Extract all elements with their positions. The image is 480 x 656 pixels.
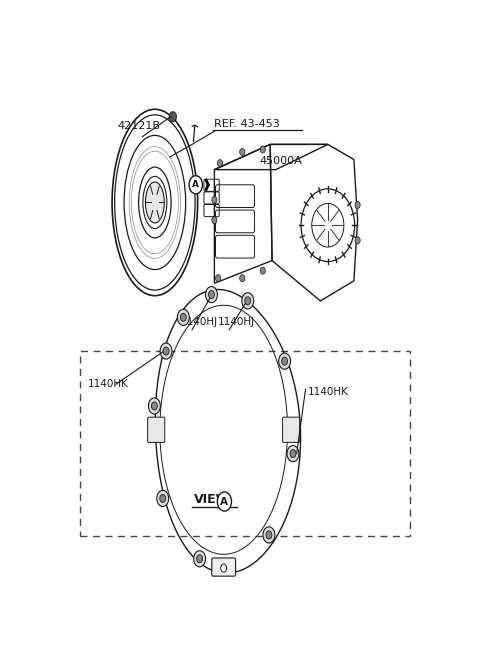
Circle shape [245,297,251,305]
Circle shape [212,196,217,203]
Circle shape [290,449,296,458]
Circle shape [169,112,177,122]
Circle shape [212,216,217,224]
Circle shape [148,398,160,414]
Circle shape [287,445,299,462]
Circle shape [355,237,360,244]
Circle shape [240,148,245,155]
Text: A: A [192,180,199,190]
Text: 1140HJ: 1140HJ [181,318,218,327]
Circle shape [240,275,245,282]
Text: 42121B: 42121B [118,121,161,131]
Circle shape [217,159,223,167]
Circle shape [163,347,169,355]
Text: A: A [220,497,228,506]
Circle shape [279,353,290,369]
Text: REF. 43-453: REF. 43-453 [215,119,280,129]
Circle shape [217,492,231,511]
Circle shape [197,555,203,563]
Circle shape [221,564,227,572]
Circle shape [266,531,272,539]
Circle shape [205,287,217,302]
Circle shape [208,291,215,298]
Circle shape [193,550,205,567]
FancyBboxPatch shape [148,417,165,442]
Circle shape [263,527,275,543]
Circle shape [282,357,288,365]
FancyBboxPatch shape [212,558,236,576]
Bar [81,352,410,536]
Circle shape [160,343,172,359]
Circle shape [189,176,203,194]
Ellipse shape [145,182,164,223]
Text: 1140HK: 1140HK [88,379,129,389]
Circle shape [157,490,168,506]
Circle shape [178,309,189,325]
Circle shape [260,267,265,274]
Circle shape [151,402,157,410]
FancyBboxPatch shape [283,417,300,442]
Circle shape [216,275,221,282]
Circle shape [180,314,186,321]
Text: 1140HJ: 1140HJ [218,318,255,327]
Circle shape [160,495,166,502]
Circle shape [355,201,360,209]
Circle shape [260,146,265,153]
Text: 1140HK: 1140HK [307,387,348,397]
Circle shape [242,293,254,309]
Text: 45000A: 45000A [259,156,302,166]
Text: VIEW: VIEW [194,493,230,506]
